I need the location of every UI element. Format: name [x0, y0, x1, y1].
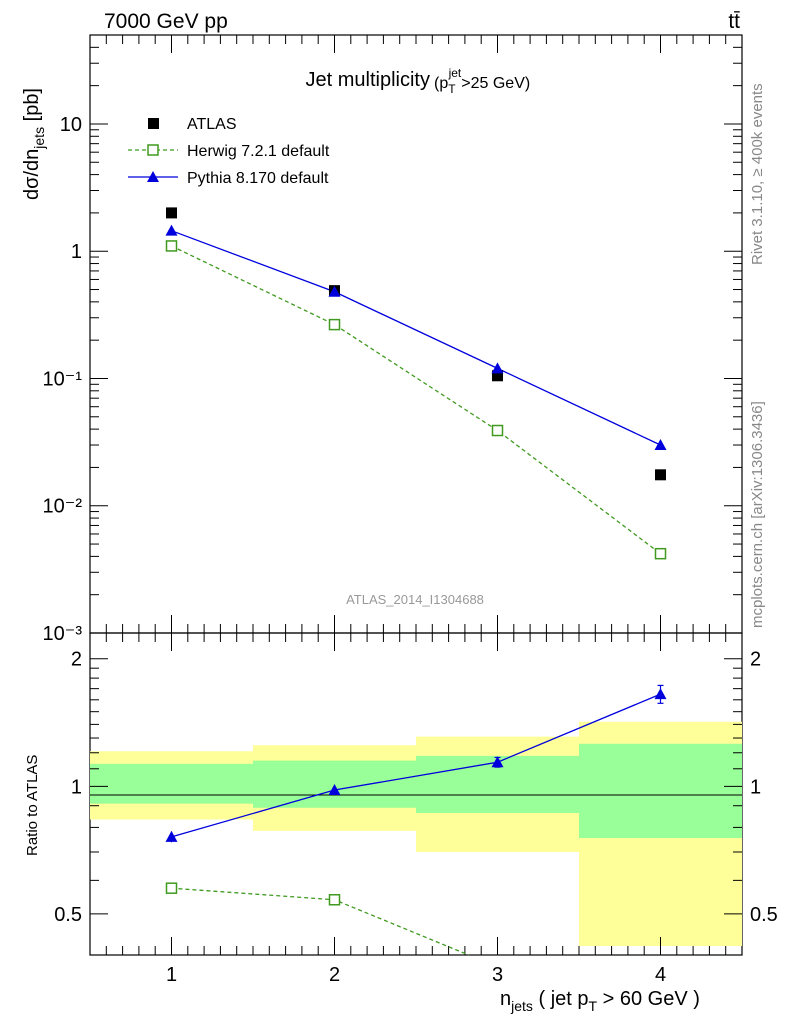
ratio-y-tick-label-right: 0.5	[750, 904, 778, 926]
pythia-ratio-point	[165, 830, 178, 842]
chart-title: Jet multiplicity	[306, 69, 430, 91]
ratio-y-tick-label: 2	[71, 649, 82, 671]
herwig-point	[654, 547, 667, 560]
herwig-point	[328, 318, 341, 331]
side-label-rivet: Rivet 3.1.10, ≥ 400k events	[749, 83, 766, 265]
y-tick-label: 10⁻¹	[43, 368, 83, 390]
y-tick-label: 10	[60, 114, 82, 136]
ratio-bands	[90, 721, 742, 947]
herwig-point	[491, 424, 504, 437]
legend-marker-atlas	[148, 118, 159, 129]
y-axis-label: dσ/dnjets [pb]	[21, 88, 47, 200]
pythia-point	[491, 362, 504, 374]
analysis-label: ATLAS_2014_I1304688	[346, 592, 484, 607]
pythia-point	[328, 285, 341, 297]
pythia-point	[165, 224, 178, 236]
legend-marker-pythia	[147, 171, 159, 182]
axis-ticks: 10⁻³ 10⁻² 10⁻¹ 1 10 0.5 0.5 1 1 2 2 1 2 3 4	[43, 34, 778, 986]
y-tick-label: 1	[71, 241, 82, 263]
chart-title-cut: (pTjet>25 GeV)	[434, 66, 530, 96]
y-tick-label: 10⁻²	[43, 496, 83, 518]
atlas-point	[492, 370, 503, 382]
legend-label-pythia: Pythia 8.170 default	[187, 170, 329, 187]
legend-marker-herwig	[147, 144, 159, 156]
ratio-y-tick-label-right: 1	[750, 776, 761, 798]
y-tick-label: 10⁻³	[43, 623, 83, 645]
header-process-label: tt̄	[728, 10, 740, 33]
x-tick-label: 4	[655, 964, 666, 986]
ratio-band-green	[90, 763, 253, 804]
pythia-point	[654, 439, 667, 451]
herwig-point	[165, 240, 178, 252]
pythia-ratio-point	[491, 756, 504, 768]
ratio-y-tick-label-right: 2	[750, 649, 761, 671]
herwig-line	[171, 245, 661, 555]
series-markers	[165, 207, 667, 906]
pythia-ratio-line	[171, 693, 661, 838]
herwig-ratio-point	[165, 882, 178, 894]
legend: ATLAS Herwig 7.2.1 default Pythia 8.170 …	[128, 116, 330, 187]
x-tick-label: 1	[166, 964, 177, 986]
header-energy-label: 7000 GeV pp	[104, 10, 228, 33]
ratio-band-green	[579, 743, 742, 839]
herwig-ratio-point	[328, 894, 341, 906]
x-tick-label: 3	[492, 964, 503, 986]
x-axis-label: njets ( jet pT > 60 GeV )	[500, 988, 700, 1014]
side-label-mcplots: mcplots.cern.ch [arXiv:1306.3436]	[749, 401, 766, 628]
legend-label-atlas: ATLAS	[187, 116, 237, 133]
x-tick-label: 2	[329, 964, 340, 986]
pythia-ratio-point	[328, 784, 341, 796]
legend-label-herwig: Herwig 7.2.1 default	[187, 143, 330, 160]
pythia-line	[171, 230, 661, 446]
atlas-point	[655, 469, 666, 481]
atlas-point	[166, 207, 177, 219]
ratio-y-axis-label: Ratio to ATLAS	[24, 755, 41, 856]
herwig-ratio-line	[171, 887, 469, 956]
ratio-y-tick-label: 0.5	[54, 904, 82, 926]
ratio-y-tick-label: 1	[71, 776, 82, 798]
pythia-ratio-point	[654, 688, 667, 700]
